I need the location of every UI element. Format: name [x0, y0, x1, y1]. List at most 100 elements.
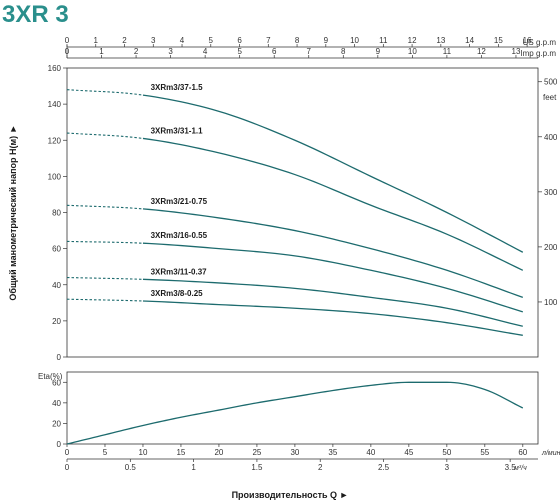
top-axis-tick-label: 0 [65, 36, 70, 45]
x-unit-label: л/мин [541, 450, 560, 457]
head-curve-dashed-segment [66, 240, 143, 244]
x2-tick-label: 0 [65, 463, 70, 472]
eta-y-tick-label: 20 [52, 419, 61, 428]
y-tick-label: 100 [48, 172, 62, 181]
top-axis-tick-label: 8 [341, 47, 346, 56]
head-curve [142, 300, 523, 336]
y-tick-label: 20 [52, 317, 61, 326]
y-tick-label: 80 [52, 209, 61, 218]
top-axis-tick-label: 4 [203, 47, 208, 56]
top-axis-tick-label: 12 [408, 36, 417, 45]
top-axis-tick-label: 3 [168, 47, 173, 56]
feet-unit-label: feet [543, 93, 557, 102]
head-curve-label: 3XRm3/37-1.5 [151, 83, 204, 92]
top-axis-tick-label: 3 [151, 36, 156, 45]
top-axis-tick-label: 13 [436, 36, 445, 45]
feet-tick-label: 100 [544, 298, 558, 307]
head-curve-dashed-segment [66, 276, 143, 280]
top-axis-tick-label: 14 [465, 36, 474, 45]
top-axis-tick-label: 2 [134, 47, 139, 56]
x-tick-label: 55 [480, 448, 489, 457]
page-title: 3XR 3 [2, 1, 69, 28]
head-curve [142, 278, 523, 327]
top-axis-tick-label: 9 [376, 47, 381, 56]
top-axis-tick-label: 7 [266, 36, 271, 45]
x-tick-label: 25 [252, 448, 261, 457]
x2-tick-label: 1 [191, 463, 196, 472]
y-tick-label: 140 [48, 100, 62, 109]
eta-plot-frame [66, 371, 539, 445]
x2-tick-label: 2 [318, 463, 323, 472]
top-axis-tick-label: 11 [443, 47, 452, 56]
y-tick-label: 160 [48, 64, 62, 73]
head-y-axis-title: Общий манометрический напор Н(м) ► [8, 124, 18, 300]
eta-y-axis-title: Eta(%) [38, 372, 63, 381]
head-curve [142, 242, 524, 313]
eta-y-tick-label: 0 [57, 440, 62, 449]
top-axis-tick-label: 12 [477, 47, 486, 56]
x-tick-label: 35 [328, 448, 337, 457]
x-tick-label: 40 [366, 448, 375, 457]
top-axis-tick-label: 15 [494, 36, 503, 45]
feet-tick-label: 200 [544, 243, 558, 252]
y-tick-label: 120 [48, 136, 62, 145]
y-tick-label: 60 [52, 245, 61, 254]
x-tick-label: 5 [103, 448, 108, 457]
top-axis-tick-label: 16 [523, 36, 532, 45]
x2-tick-label: 0.5 [125, 463, 137, 472]
x-tick-label: 15 [176, 448, 185, 457]
x2-tick-label: 3 [445, 463, 450, 472]
top-axis-tick-label: 10 [350, 36, 359, 45]
top-axis-tick-label: 5 [209, 36, 214, 45]
feet-tick-label: 500 [544, 78, 558, 87]
top-axis-tick-label: 2 [122, 36, 127, 45]
head-curve-dashed-segment [66, 298, 143, 302]
top-axis-tick-label: 5 [237, 47, 242, 56]
x2-tick-label: 1.5 [251, 463, 263, 472]
x2-tick-label: 2.5 [378, 463, 390, 472]
efficiency-curve [66, 381, 524, 445]
head-curve [142, 94, 524, 253]
eta-y-tick-label: 60 [52, 378, 61, 387]
feet-tick-label: 400 [544, 133, 558, 142]
top-axis-tick-label: 8 [295, 36, 300, 45]
head-curve [142, 208, 524, 299]
top-axis-tick-label: 13 [512, 47, 521, 56]
top-axis-tick-label: 9 [324, 36, 329, 45]
feet-tick-label: 300 [544, 188, 558, 197]
head-curve-dashed-segment [66, 132, 144, 139]
top-axis-tick-label: 1 [99, 47, 104, 56]
x-tick-label: 20 [214, 448, 223, 457]
head-curve-dashed-segment [66, 89, 144, 96]
x-tick-label: 45 [404, 448, 413, 457]
head-chart-panel: 0 20 40 60 80 100 120 140 160 100 200 300 400 500 feet… [8, 36, 558, 362]
top-axis-unit-label: US g.p.m [523, 38, 557, 47]
x-tick-label: 30 [290, 448, 299, 457]
top-axis-tick-label: 6 [237, 36, 242, 45]
head-curve-label: 3XRm3/21-0.75 [151, 197, 208, 206]
top-axis-unit-label: Imp g.p.m [520, 49, 556, 58]
x-tick-label: 60 [518, 448, 527, 457]
top-axis-tick-label: 11 [379, 36, 388, 45]
head-curve-label: 3XRm3/8-0.25 [151, 289, 204, 298]
x-tick-label: 10 [139, 448, 148, 457]
x2-tick-label: 3.5 [505, 463, 517, 472]
x-axis-title: Производительность Q ► [232, 490, 349, 500]
top-axis-tick-label: 7 [307, 47, 312, 56]
head-curve-dashed-segment [66, 204, 144, 210]
head-curve [142, 137, 524, 271]
eta-y-tick-label: 40 [52, 399, 61, 408]
y-tick-label: 40 [52, 281, 61, 290]
head-plot-frame [66, 67, 539, 358]
head-curve-label: 3XRm3/16-0.55 [151, 231, 208, 240]
top-axis-tick-label: 6 [272, 47, 277, 56]
x2-unit-label: м³/ч [514, 465, 527, 472]
x-tick-label: 0 [65, 448, 70, 457]
top-axis-tick-label: 10 [408, 47, 417, 56]
head-curve-label: 3XRm3/11-0.37 [151, 267, 208, 276]
head-curve-label: 3XRm3/31-1.1 [151, 126, 204, 135]
top-axis-tick-label: 4 [180, 36, 185, 45]
top-axis-tick-label: 1 [94, 36, 99, 45]
